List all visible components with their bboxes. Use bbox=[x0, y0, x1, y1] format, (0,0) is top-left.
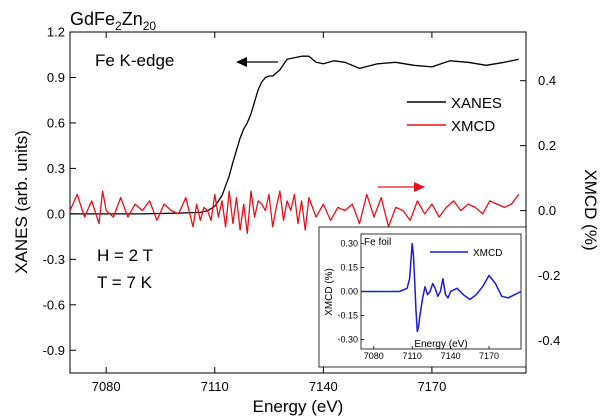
legend-label-xmcd: XMCD bbox=[451, 118, 495, 135]
inset-x-ticks: 7080 7110 7140 7170 bbox=[364, 346, 499, 361]
xanes-axis-arrow bbox=[236, 57, 278, 67]
y-tick-label-right: -0.4 bbox=[538, 333, 560, 348]
y-tick-label-right: 0.0 bbox=[538, 203, 556, 218]
xmcd-axis-arrow bbox=[378, 182, 425, 192]
y-tick-label-left: 0.9 bbox=[47, 70, 65, 85]
inset-y-tick-label: 0.00 bbox=[340, 287, 358, 297]
main-series-group bbox=[69, 55, 520, 235]
chart-title: GdFe2Zn20 bbox=[70, 9, 156, 33]
y-tick-label-right: -0.2 bbox=[538, 268, 560, 283]
y-tick-label-left: 0.6 bbox=[47, 115, 65, 130]
annotation-field: H = 2 T bbox=[97, 246, 153, 265]
inset-x-label: Energy (eV) bbox=[414, 339, 467, 350]
y-tick-label-left: -0.3 bbox=[43, 252, 65, 267]
main-y-ticks-left: -0.9 -0.6 -0.3 0.0 0.3 0.6 0.9 1.2 bbox=[43, 25, 76, 358]
inset-x-tick-label: 7170 bbox=[479, 351, 499, 361]
main-plot-frame bbox=[69, 31, 527, 374]
inset-chart: 7080 7110 7140 7170 -0.30-0.150.000.150.30 … bbox=[318, 226, 527, 368]
inset-series-line-xmcd bbox=[361, 242, 522, 333]
inset-series-group bbox=[361, 242, 522, 333]
inset-y-tick-label: -0.15 bbox=[337, 310, 358, 320]
main-x-ticks: 7080 7110 7140 7170 bbox=[92, 32, 446, 394]
x-tick-label: 7110 bbox=[201, 379, 229, 394]
inset-x-tick-label: 7110 bbox=[403, 351, 422, 361]
inset-y-tick-label: 0.15 bbox=[340, 263, 358, 273]
legend-label-xanes: XANES bbox=[451, 95, 502, 112]
annotation-temperature: T = 7 K bbox=[97, 273, 153, 292]
y-tick-label-left: -0.6 bbox=[43, 297, 65, 312]
inset-sample-label: Fe foil bbox=[364, 237, 391, 248]
inset-y-label: XMCD (%) bbox=[324, 268, 335, 316]
series-line-xmcd bbox=[69, 190, 520, 235]
y-tick-label-left: -0.9 bbox=[43, 343, 65, 358]
inset-legend-label: XMCD bbox=[473, 248, 502, 259]
x-tick-label: 7140 bbox=[309, 379, 338, 394]
y-axis-label-right: XMCD (%) bbox=[581, 169, 600, 250]
main-y-ticks-right: -0.4 -0.2 0.0 0.2 0.4 bbox=[520, 73, 560, 348]
y-axis-label-left: XANES (arb. units) bbox=[12, 130, 31, 274]
inset-x-tick-label: 7080 bbox=[364, 351, 384, 361]
y-tick-label-right: 0.4 bbox=[538, 73, 556, 88]
y-tick-label-right: 0.2 bbox=[538, 138, 556, 153]
series-line-xanes bbox=[70, 55, 519, 215]
inset-x-tick-label: 7140 bbox=[441, 351, 461, 361]
y-tick-label-left: 0.0 bbox=[47, 206, 65, 221]
annotation-edge: Fe K-edge bbox=[95, 51, 174, 70]
main-legend: XANES XMCD bbox=[407, 95, 502, 135]
x-axis-label: Energy (eV) bbox=[253, 397, 344, 416]
x-tick-label: 7080 bbox=[92, 379, 121, 394]
x-tick-label: 7170 bbox=[417, 379, 446, 394]
y-tick-label-left: 1.2 bbox=[47, 25, 65, 40]
inset-y-tick-label: 0.30 bbox=[340, 239, 358, 249]
y-tick-label-left: 0.3 bbox=[47, 161, 65, 176]
inset-y-tick-label: -0.30 bbox=[337, 334, 358, 344]
